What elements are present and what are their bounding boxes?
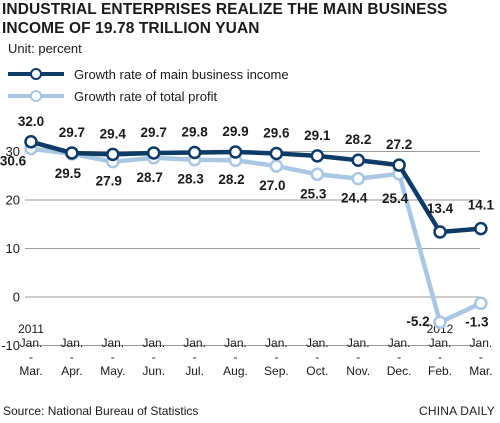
data-label-income: 29.1 (304, 128, 331, 143)
data-label-income: 27.2 (386, 137, 412, 152)
data-label-income: 29.8 (181, 124, 208, 139)
x-tick-label: 2011 (18, 322, 44, 336)
chart-title: INDUSTRIAL ENTERPRISES REALIZE THE MAIN … (2, 1, 448, 37)
x-tick-label: Jan. (306, 336, 329, 350)
data-label-profit: -5.2 (406, 314, 429, 329)
legend-item-profit: Growth rate of total profit (8, 86, 217, 106)
source-note: Source: National Bureau of Statistics (3, 404, 199, 418)
data-point-profit (269, 159, 284, 173)
x-tick-label: - (315, 350, 319, 364)
x-tick-label: Jan. (429, 336, 452, 350)
data-point-income (228, 145, 243, 159)
series-line-income (28, 139, 484, 235)
data-label-profit: 28.3 (177, 172, 204, 187)
data-point-profit (474, 296, 488, 311)
data-point-profit (351, 171, 365, 186)
x-tick-label: Jan. (265, 336, 288, 350)
legend-label-income: Growth rate of main business income (74, 66, 289, 82)
x-tick-label: - (234, 350, 238, 364)
legend-label-profit: Growth rate of total profit (74, 88, 218, 104)
data-label-profit: 25.3 (300, 186, 327, 201)
data-label-income: 13.4 (427, 201, 454, 216)
x-tick-label: Jan. (61, 336, 84, 350)
x-tick-label: Jan. (224, 336, 247, 350)
y-tick-label: 30 (6, 144, 20, 159)
x-tick-label: Jun. (142, 364, 165, 378)
x-tick-label: - (356, 350, 360, 364)
legend-swatch-profit (8, 90, 64, 102)
data-point-income (187, 145, 202, 160)
x-tick-label: Mar. (19, 364, 42, 378)
x-tick-label: - (111, 350, 115, 364)
data-point-income (24, 135, 38, 149)
x-tick-label: Jan. (183, 336, 206, 350)
x-tick-label: Jan. (347, 336, 370, 350)
x-tick-label: Jan. (101, 336, 124, 350)
x-tick-label: Jul. (185, 364, 204, 378)
data-point-profit (310, 167, 325, 182)
data-label-profit: 30.6 (0, 154, 27, 169)
data-label-profit: 24.4 (341, 191, 368, 206)
data-label-income: 29.6 (263, 125, 290, 140)
data-label-income: 29.9 (222, 124, 248, 139)
x-tick-label: May. (100, 364, 125, 378)
data-label-income: 28.2 (345, 132, 371, 147)
x-tick-label: Apr. (61, 364, 82, 378)
y-tick-label: 10 (6, 241, 20, 256)
x-tick-label: Sep. (264, 364, 289, 378)
series-line-profit (28, 146, 484, 325)
x-tick-label: - (193, 350, 197, 364)
x-tick-label: Oct. (306, 364, 328, 378)
x-tick-label: 2012 (427, 322, 454, 336)
unit-label: Unit: percent (8, 41, 82, 56)
x-tick-label: - (438, 350, 442, 364)
data-label-income: 14.1 (468, 198, 495, 213)
data-label-profit: 25.4 (382, 191, 409, 206)
y-tick-label: 20 (6, 193, 20, 208)
data-point-income (146, 146, 161, 160)
x-tick-label: Dec. (387, 364, 412, 378)
data-label-income: 32.0 (18, 114, 44, 129)
data-point-income (392, 158, 406, 172)
x-tick-label: Jan. (470, 336, 493, 350)
data-label-profit: 29.5 (55, 166, 82, 181)
data-label-profit: 28.7 (137, 170, 163, 185)
x-tick-label: - (274, 350, 278, 364)
x-tick-label: - (29, 350, 33, 364)
data-label-income: 29.7 (59, 125, 85, 140)
data-point-income (351, 153, 365, 167)
data-label-profit: 28.2 (218, 172, 244, 187)
data-label-profit: 27.9 (96, 174, 122, 189)
y-tick-label: 0 (13, 290, 20, 305)
x-tick-label: Jan. (20, 336, 43, 350)
x-tick-label: - (397, 350, 401, 364)
data-point-income (433, 225, 447, 239)
x-tick-label: Nov. (346, 364, 370, 378)
data-point-profit (433, 315, 447, 329)
x-tick-label: - (70, 350, 74, 364)
y-tick-label: -10 (1, 338, 20, 353)
x-tick-label: - (152, 350, 156, 364)
credit-label: CHINA DAILY (419, 404, 495, 418)
data-point-income (106, 147, 120, 162)
data-label-profit: 27.0 (259, 178, 285, 193)
x-tick-label: Feb. (428, 364, 452, 378)
x-tick-label: - (479, 350, 483, 364)
legend-item-income: Growth rate of main business income (8, 64, 289, 84)
data-point-income (310, 149, 325, 163)
x-tick-label: Aug. (223, 364, 248, 378)
data-label-income: 29.7 (141, 125, 167, 140)
data-point-income (474, 221, 488, 236)
data-point-income (269, 146, 284, 161)
legend-swatch-income (8, 68, 64, 80)
x-tick-label: Jan. (388, 336, 411, 350)
data-point-income (65, 146, 79, 160)
x-tick-label: Mar. (469, 364, 492, 378)
data-label-income: 29.4 (100, 126, 127, 141)
data-label-profit: -1.3 (465, 314, 489, 329)
x-tick-label: Jan. (142, 336, 165, 350)
